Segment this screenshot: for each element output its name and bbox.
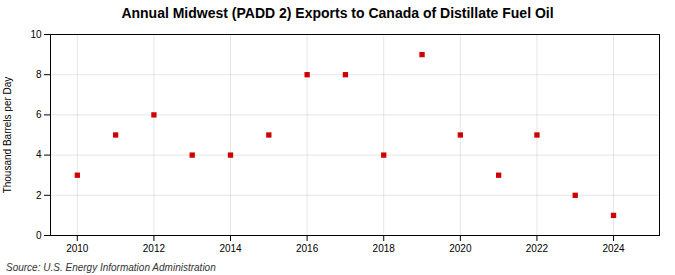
svg-text:2022: 2022 [526,243,549,254]
html-text:Annual Midwest (PADD 2) Export: Annual Midwest (PADD 2) Exports to Canad… [121,5,554,21]
svg-text:8: 8 [36,69,42,80]
svg-text:2020: 2020 [449,243,472,254]
svg-text:10: 10 [30,29,42,40]
svg-text:Thousand Barrels per Day: Thousand Barrels per Day [2,77,13,194]
svg-text:2010: 2010 [66,243,89,254]
svg-text:2012: 2012 [143,243,166,254]
svg-text:2016: 2016 [296,243,319,254]
svg-text:2018: 2018 [373,243,396,254]
svg-text:2024: 2024 [602,243,625,254]
svg-text:4: 4 [36,149,42,160]
svg-text:0: 0 [36,230,42,241]
svg-text:6: 6 [36,109,42,120]
svg-text:2: 2 [36,190,42,201]
html-text:Source: U.S. Energy Informatio: Source: U.S. Energy Information Administ… [6,262,216,273]
svg-text:2014: 2014 [219,243,242,254]
